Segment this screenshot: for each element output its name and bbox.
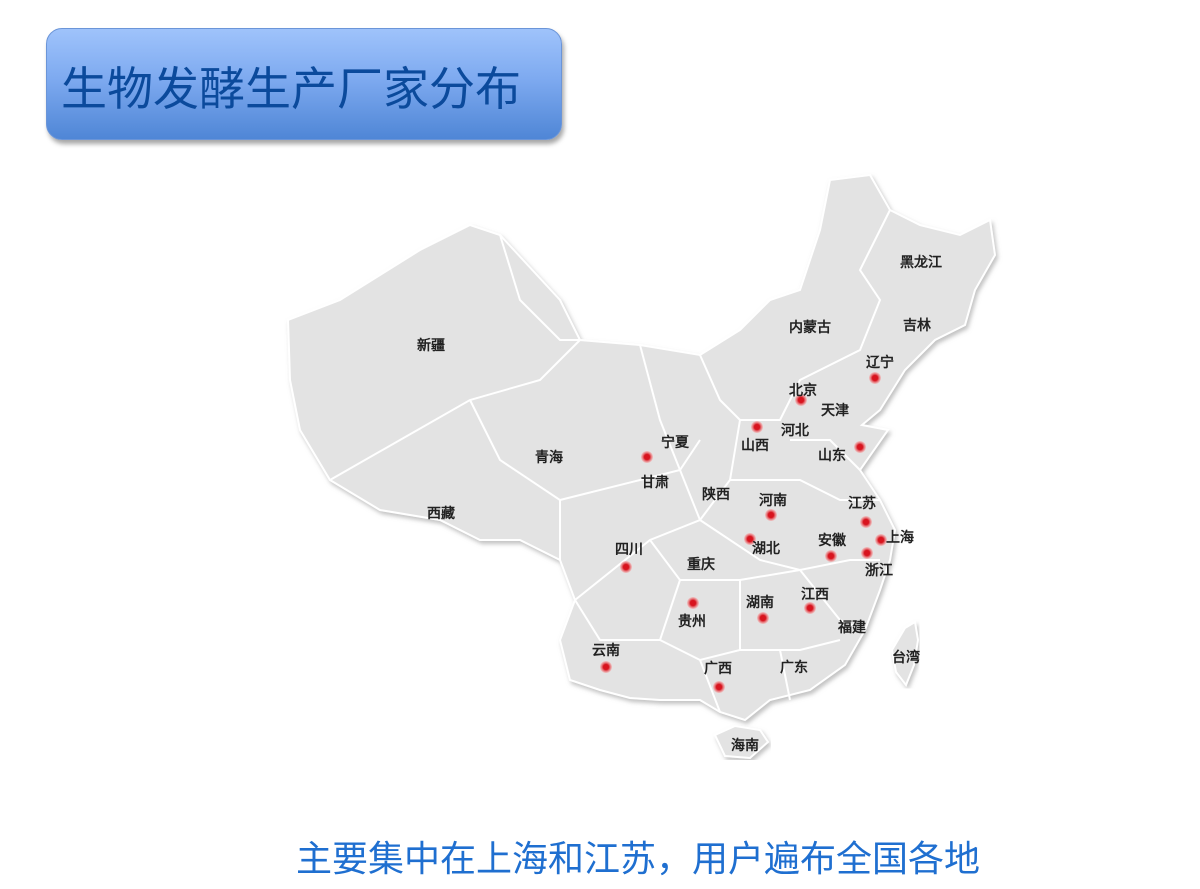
title-banner: 生物发酵生产厂家分布 (46, 28, 562, 140)
factory-marker (875, 534, 887, 546)
province-label: 云南 (592, 643, 620, 659)
factory-marker (860, 516, 872, 528)
province-label: 浙江 (865, 563, 893, 579)
mainland-outline (286, 173, 997, 722)
slide-title: 生物发酵生产厂家分布 (61, 62, 521, 116)
factory-marker (687, 597, 699, 609)
province-label: 贵州 (678, 614, 706, 630)
province-label: 湖北 (752, 541, 780, 557)
province-label: 江西 (801, 587, 829, 603)
province-label: 安徽 (818, 533, 846, 549)
factory-marker (861, 547, 873, 559)
province-label: 广东 (780, 660, 808, 676)
province-label: 河南 (759, 493, 787, 509)
province-borders (329, 209, 891, 713)
province-label: 青海 (535, 450, 563, 466)
factory-marker (620, 561, 632, 573)
factory-marker (641, 451, 653, 463)
province-label: 新疆 (417, 338, 445, 354)
taiwan-shape (890, 620, 920, 688)
province-label: 山东 (818, 448, 846, 464)
province-label: 福建 (838, 620, 866, 636)
province-label: 海南 (731, 738, 759, 754)
province-label: 河北 (781, 423, 809, 439)
province-label: 甘肃 (641, 475, 669, 491)
marker-layer (600, 372, 887, 693)
factory-marker (804, 602, 816, 614)
factory-marker (713, 681, 725, 693)
factory-marker (600, 661, 612, 673)
province-label: 内蒙古 (789, 320, 831, 336)
province-label: 吉林 (903, 318, 931, 334)
factory-marker (825, 550, 837, 562)
factory-marker (854, 441, 866, 453)
province-label: 天津 (821, 403, 849, 419)
province-label: 山西 (741, 438, 769, 454)
factory-marker (744, 533, 756, 545)
province-label: 上海 (886, 530, 914, 546)
province-label: 广西 (704, 661, 732, 677)
province-label: 湖南 (746, 595, 774, 611)
province-label: 陕西 (702, 487, 730, 503)
province-label: 台湾 (892, 650, 920, 666)
factory-marker (757, 612, 769, 624)
factory-marker (869, 372, 881, 384)
province-label: 辽宁 (866, 355, 894, 371)
province-label: 北京 (789, 383, 817, 399)
province-label: 西藏 (427, 506, 455, 522)
province-label: 黑龙江 (900, 255, 942, 271)
hainan-shape (713, 724, 770, 760)
factory-marker (765, 509, 777, 521)
province-label: 重庆 (687, 557, 715, 573)
province-label: 江苏 (848, 496, 876, 512)
province-label: 宁夏 (661, 435, 689, 451)
factory-marker (751, 421, 763, 433)
slide-caption: 主要集中在上海和江苏，用户遍布全国各地 (296, 839, 981, 880)
factory-marker (795, 394, 807, 406)
province-label: 四川 (615, 542, 643, 558)
